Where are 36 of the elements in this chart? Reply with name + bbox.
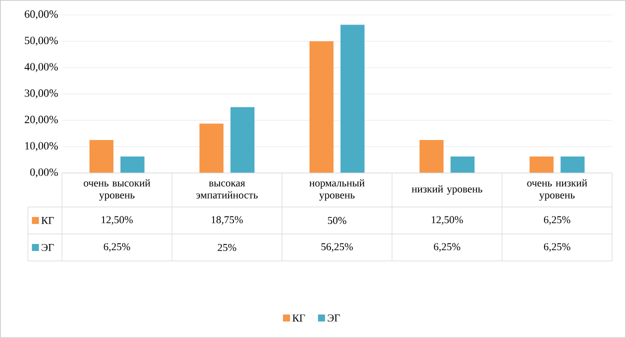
bar — [560, 156, 585, 173]
y-tick-label: 50,00% — [24, 36, 58, 46]
y-tick-label: 30,00% — [24, 89, 58, 98]
text: ЭГ — [328, 314, 340, 322]
y-tick-label: 0,00% — [30, 168, 58, 178]
x-tick-label: нормальный уровень — [309, 179, 365, 201]
y-tick-label: 60,00% — [24, 10, 58, 20]
bar — [120, 156, 144, 173]
bar — [340, 24, 365, 173]
bar — [310, 41, 334, 173]
bar — [230, 107, 254, 173]
data-label: 6,25% — [544, 243, 570, 252]
data-label: 18,75% — [212, 216, 243, 225]
x-tick-label: низкий уровень — [412, 185, 482, 195]
x-tick-label: высокая эмпатийность — [196, 181, 258, 199]
y-tick-label: 20,00% — [24, 116, 58, 125]
bar — [199, 124, 224, 173]
data-label: 50% — [328, 216, 346, 224]
bar — [420, 140, 444, 173]
legend-label: ЭГ — [42, 244, 54, 252]
data-label: 25% — [218, 244, 236, 252]
legend-label: КГ — [41, 217, 54, 224]
text: КГ — [292, 314, 305, 322]
data-label: 56,25% — [321, 243, 353, 252]
data-label: 6,25% — [104, 243, 130, 252]
data-label: 6,25% — [434, 243, 460, 252]
bar — [89, 140, 114, 173]
data-label: 12,50% — [102, 216, 133, 225]
y-tick-label: 40,00% — [24, 63, 58, 72]
x-tick-label: очень низкий уровень — [527, 179, 588, 201]
y-tick-label: 10,00% — [25, 142, 58, 152]
bar — [450, 156, 475, 173]
bar — [530, 156, 554, 173]
data-label: 6,25% — [544, 216, 570, 225]
x-tick-label: очень высокий уровень — [84, 179, 150, 201]
data-label: 12,50% — [432, 216, 463, 225]
